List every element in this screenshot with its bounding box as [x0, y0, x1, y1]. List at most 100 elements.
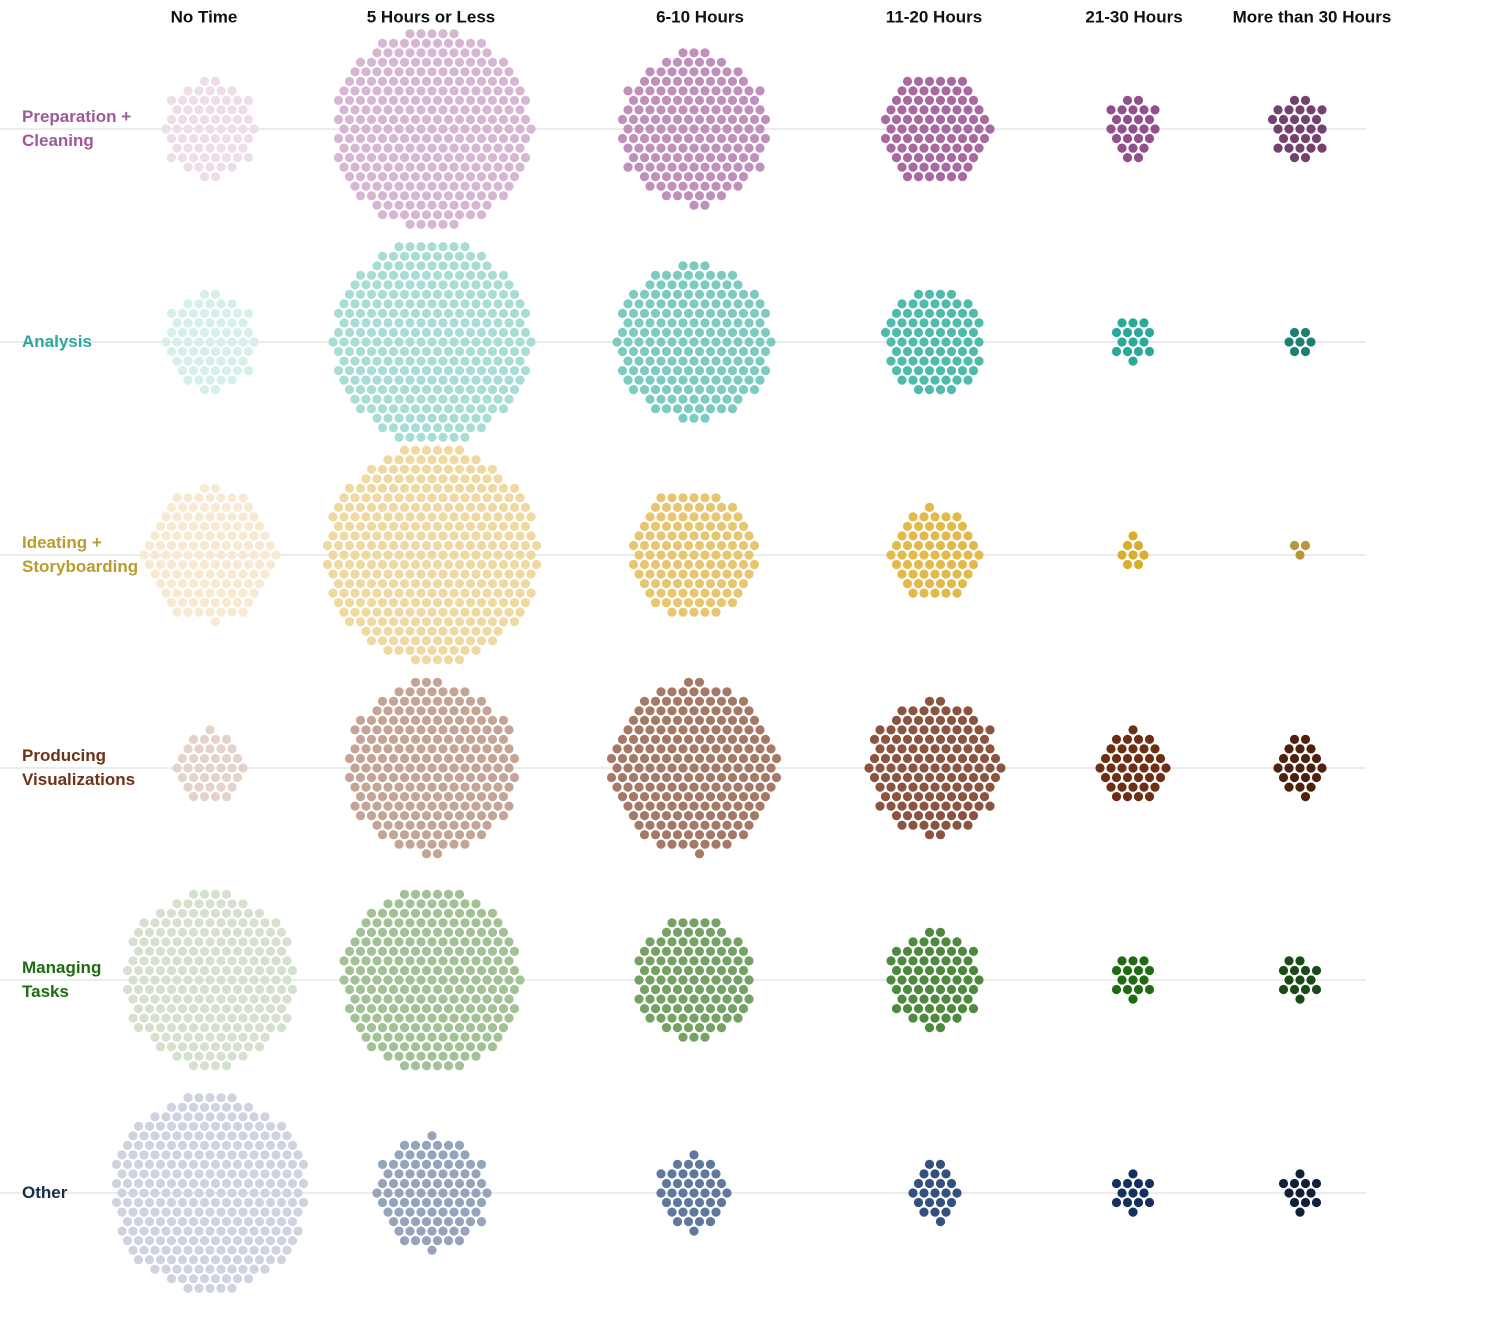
- dot: [656, 1013, 666, 1023]
- dot: [232, 1178, 243, 1189]
- dot: [243, 540, 254, 551]
- dot: [388, 715, 399, 726]
- dot: [405, 162, 415, 172]
- dot: [432, 889, 443, 899]
- dot: [405, 29, 415, 39]
- dot: [232, 1102, 243, 1112]
- dot: [509, 346, 520, 357]
- dot: [460, 455, 470, 465]
- dot: [410, 579, 421, 589]
- dot: [117, 1169, 127, 1179]
- dot: [990, 753, 1001, 764]
- dot: [399, 753, 410, 764]
- dot: [661, 1178, 672, 1189]
- dot: [902, 540, 913, 551]
- dot: [683, 579, 694, 589]
- dot: [449, 375, 459, 385]
- dot: [957, 559, 968, 570]
- dot: [410, 984, 421, 995]
- dot: [891, 559, 902, 570]
- dot: [372, 67, 382, 77]
- dot: [650, 715, 661, 726]
- dot: [700, 86, 710, 96]
- dot: [133, 1023, 144, 1033]
- dot: [639, 172, 650, 182]
- dot: [930, 1188, 940, 1198]
- dot: [443, 114, 454, 125]
- dot: [260, 531, 270, 541]
- dot: [935, 366, 946, 376]
- dot: [183, 994, 193, 1004]
- dot: [260, 1264, 270, 1274]
- dot-cluster: [886, 927, 984, 1033]
- dot: [744, 744, 754, 754]
- dot: [645, 318, 655, 328]
- dot: [667, 975, 677, 985]
- dot: [443, 598, 454, 608]
- dot: [144, 946, 155, 957]
- dot: [705, 946, 716, 957]
- dot: [377, 965, 388, 976]
- dot: [416, 455, 426, 465]
- dot: [634, 706, 644, 716]
- dot: [227, 86, 237, 96]
- dot: [623, 105, 633, 115]
- dot: [438, 626, 448, 636]
- dot: [249, 975, 259, 985]
- dot: [766, 782, 776, 792]
- dot: [1317, 763, 1327, 773]
- dot: [650, 289, 661, 299]
- dot: [243, 598, 254, 608]
- dot: [727, 327, 738, 338]
- dot: [628, 153, 639, 163]
- dot: [454, 753, 465, 764]
- dot: [886, 356, 896, 366]
- dot: [700, 337, 710, 347]
- dot: [694, 172, 705, 182]
- dot: [432, 38, 443, 48]
- dot: [650, 540, 661, 551]
- dot: [361, 337, 371, 347]
- dot: [454, 1217, 465, 1227]
- dot: [919, 801, 929, 811]
- dot: [227, 1131, 237, 1141]
- dot: [361, 994, 371, 1004]
- dot: [963, 356, 973, 366]
- dot: [188, 153, 199, 163]
- dot: [520, 95, 531, 105]
- dot: [650, 579, 661, 589]
- dot: [1139, 975, 1149, 985]
- dot: [1106, 744, 1116, 754]
- dot: [711, 550, 721, 560]
- dot: [383, 1188, 393, 1198]
- dot: [700, 744, 710, 754]
- dot: [493, 356, 503, 366]
- dot: [377, 133, 388, 144]
- dot: [243, 1042, 254, 1052]
- dot: [471, 512, 481, 522]
- dot: [1289, 753, 1300, 764]
- dot: [1161, 763, 1171, 773]
- dot: [705, 1023, 716, 1033]
- dot: [355, 521, 366, 532]
- dot: [361, 181, 371, 191]
- dot: [199, 540, 210, 551]
- dot: [188, 1004, 199, 1014]
- dot: [399, 559, 410, 570]
- dot: [667, 1169, 677, 1179]
- dot: [383, 299, 393, 309]
- dot: [504, 801, 514, 811]
- dot: [249, 569, 259, 579]
- dot: [924, 734, 935, 745]
- dot: [405, 143, 415, 153]
- dot: [935, 965, 946, 976]
- dot: [166, 114, 177, 125]
- dot: [355, 385, 366, 395]
- dot: [416, 219, 426, 229]
- dot: [672, 95, 683, 105]
- dot: [733, 86, 743, 96]
- dot: [645, 162, 655, 172]
- dot: [476, 734, 487, 745]
- dot: [963, 801, 973, 811]
- dot: [271, 1226, 281, 1236]
